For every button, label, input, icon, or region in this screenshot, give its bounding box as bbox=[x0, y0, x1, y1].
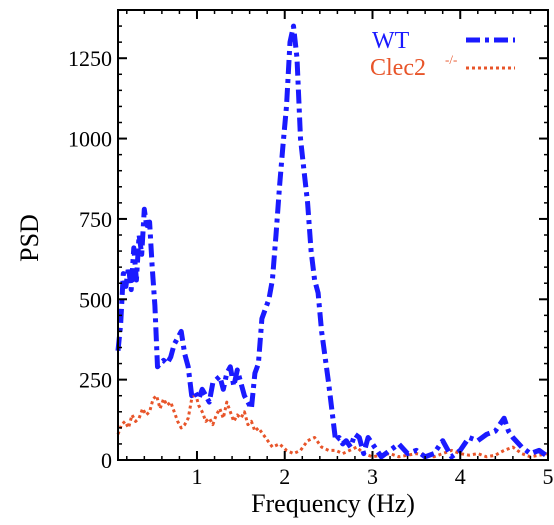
y-tick-label: 1250 bbox=[68, 46, 112, 71]
series-line-clec2 bbox=[116, 391, 549, 459]
legend-label-wt: WT bbox=[372, 28, 410, 54]
x-tick-label: 1 bbox=[191, 464, 202, 489]
y-tick-label: 1000 bbox=[68, 127, 112, 152]
y-tick-label: 500 bbox=[79, 287, 112, 312]
series-layer bbox=[115, 23, 550, 460]
axis-layer: 1 2 3 4 5 0 250 500 750 1000 1250 bbox=[68, 9, 554, 489]
series-line-wt bbox=[115, 23, 550, 460]
x-tick-label: 3 bbox=[367, 464, 378, 489]
legend-superscript-clec2: -/- bbox=[445, 52, 457, 67]
x-tick-label: 4 bbox=[455, 464, 466, 489]
y-tick-label: 0 bbox=[101, 448, 112, 473]
plot-frame bbox=[117, 9, 549, 461]
y-tick-label: 750 bbox=[79, 207, 112, 232]
y-tick-label: 250 bbox=[79, 368, 112, 393]
y-axis-title: PSD bbox=[15, 214, 44, 262]
legend-label-clec2: Clec2 bbox=[370, 55, 426, 81]
x-axis-title: Frequency (Hz) bbox=[251, 489, 415, 518]
x-tick-label: 5 bbox=[543, 464, 554, 489]
x-tick-label: 2 bbox=[279, 464, 290, 489]
legend: WT Clec2 -/- bbox=[370, 28, 515, 81]
